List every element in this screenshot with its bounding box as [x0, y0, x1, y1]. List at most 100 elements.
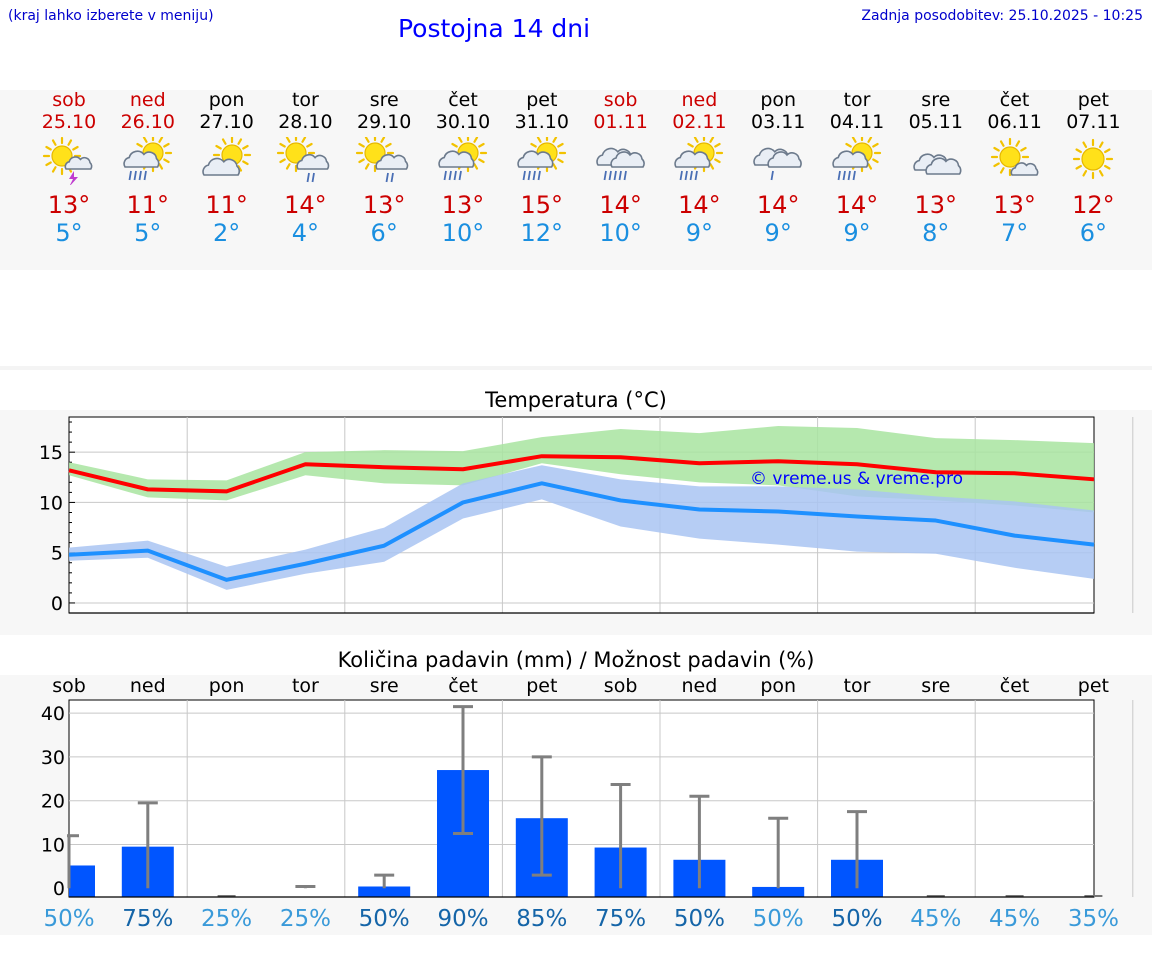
precip-tick-label: 30	[41, 747, 65, 769]
day-name: sob	[52, 89, 86, 111]
precip-tick-label: 20	[41, 791, 65, 813]
day-name: čet	[999, 89, 1030, 111]
precip-day-label: sob	[52, 675, 86, 697]
precip-day-label: pet	[526, 675, 557, 697]
sun-cloud-rain-icon	[832, 137, 882, 181]
day-date: 26.10	[120, 111, 175, 133]
precipitation-probability: 25%	[201, 906, 252, 932]
min-temperature-line	[68, 481, 1095, 582]
day-forecast: pon 03.11 14° 9°	[738, 88, 818, 247]
day-forecast: ned 26.10 11° 5°	[108, 88, 188, 247]
day-date: 01.11	[593, 111, 648, 133]
sun-cloud-rain-icon	[123, 137, 172, 181]
sun-cloud-rain-icon	[674, 137, 724, 181]
sun-icon	[1073, 138, 1114, 180]
day-name: pon	[760, 89, 797, 111]
day-forecast: pon 27.10 11° 2°	[187, 88, 267, 247]
temperature-tick-label: 10	[39, 492, 63, 514]
sun-small-cloud-icon	[990, 137, 1039, 177]
day-date: 25.10	[41, 111, 97, 133]
section-divider	[0, 366, 1152, 370]
precipitation-probability: 50%	[753, 906, 804, 932]
cloud-rain-icon	[595, 147, 645, 181]
day-forecast: pet 07.11 12° 6°	[1053, 88, 1133, 247]
day-forecast: sre 05.11 13° 8°	[896, 88, 976, 247]
forecast-strip-background	[0, 90, 1152, 270]
day-date: 06.11	[987, 111, 1042, 133]
precipitation-plot-area	[68, 699, 1095, 898]
day-date: 28.10	[278, 111, 333, 133]
precipitation-probability: 35%	[1068, 906, 1119, 932]
max-temperature: 13°	[362, 191, 406, 219]
sun-cloud-rain-icon	[517, 137, 566, 181]
min-temperature: 8°	[922, 219, 950, 247]
day-forecast: sob 01.11 14° 10°	[581, 88, 661, 247]
cloud-icon	[913, 153, 962, 175]
precipitation-probability: 50%	[674, 906, 725, 932]
max-temperature: 12°	[1072, 191, 1115, 219]
day-name: sre	[369, 89, 399, 111]
last-updated: Zadnja posodobitev: 25.10.2025 - 10:25	[861, 8, 1143, 24]
precip-day-label: pet	[1078, 675, 1109, 697]
max-temperature: 14°	[756, 191, 800, 219]
min-temperature: 6°	[370, 219, 398, 247]
day-name: ned	[681, 89, 718, 111]
precip-day-label: tor	[292, 675, 319, 697]
min-temperature: 9°	[764, 219, 792, 247]
day-date: 29.10	[356, 111, 412, 133]
precipitation-bar	[69, 865, 95, 897]
precipitation-probability: 45%	[989, 906, 1040, 932]
page-title: Postojna 14 dni	[398, 14, 591, 43]
day-date: 03.11	[750, 111, 806, 133]
precip-day-label: sob	[604, 675, 638, 697]
max-temperature: 11°	[205, 191, 248, 219]
day-forecast: ned 02.11 14° 9°	[659, 88, 739, 247]
day-forecast: tor 28.10 14° 4°	[265, 88, 345, 247]
temperature-chart-title: Temperatura (°C)	[485, 388, 667, 412]
max-temperature: 14°	[678, 191, 721, 219]
day-date: 31.10	[514, 111, 569, 133]
max-temperature-line	[68, 454, 1095, 494]
precipitation-probability: 45%	[910, 906, 961, 932]
precip-day-label: tor	[844, 675, 871, 697]
precip-day-label: čet	[1000, 675, 1030, 697]
sun-cloud-rain-icon	[438, 137, 488, 181]
temperature-tick-label: 15	[39, 442, 63, 464]
precip-day-label: sre	[921, 675, 950, 697]
precipitation-probability: 25%	[280, 906, 331, 932]
watermark-text: © vreme.us & vreme.pro	[750, 469, 963, 489]
day-name: ned	[129, 89, 166, 111]
precipitation-probability: 75%	[122, 906, 173, 932]
max-temperature: 13°	[993, 191, 1036, 219]
temperature-tick-label: 5	[51, 543, 63, 565]
min-temperature: 5°	[55, 219, 83, 247]
day-date: 05.11	[908, 111, 963, 133]
day-forecast: sre 29.10 13° 6°	[344, 88, 424, 247]
precipitation-chart: sob ned pon tor sre čet pet sob ned pon tor sre čet p…	[41, 675, 1134, 932]
min-temperature: 10°	[441, 219, 485, 247]
cloud-light-rain-icon	[753, 147, 803, 181]
min-temperature: 9°	[685, 219, 714, 247]
day-date: 04.11	[829, 111, 885, 133]
min-temperature: 12°	[520, 219, 564, 247]
min-temperature: 9°	[843, 219, 871, 247]
precip-tick-label: 10	[41, 834, 65, 856]
precip-day-label: sre	[370, 675, 399, 697]
day-name: sre	[921, 89, 951, 111]
min-temperature: 6°	[1079, 219, 1108, 247]
min-temperature: 7°	[1000, 219, 1029, 247]
sun-cloud-light-rain-icon	[277, 137, 330, 183]
max-temperature: 13°	[47, 191, 91, 219]
location-hint: (kraj lahko izberete v meniju)	[8, 8, 214, 24]
precip-tick-label: 40	[41, 703, 65, 725]
max-temperature: 14°	[599, 191, 642, 219]
day-name: pon	[208, 89, 245, 111]
sun-cloud-icon	[201, 137, 251, 176]
day-name: čet	[448, 89, 478, 111]
day-name: sob	[603, 89, 638, 111]
day-date: 07.11	[1066, 111, 1121, 133]
max-temperature: 13°	[441, 191, 485, 219]
day-name: tor	[843, 89, 871, 111]
precip-day-label: ned	[682, 675, 718, 697]
min-temperature: 5°	[134, 219, 162, 247]
